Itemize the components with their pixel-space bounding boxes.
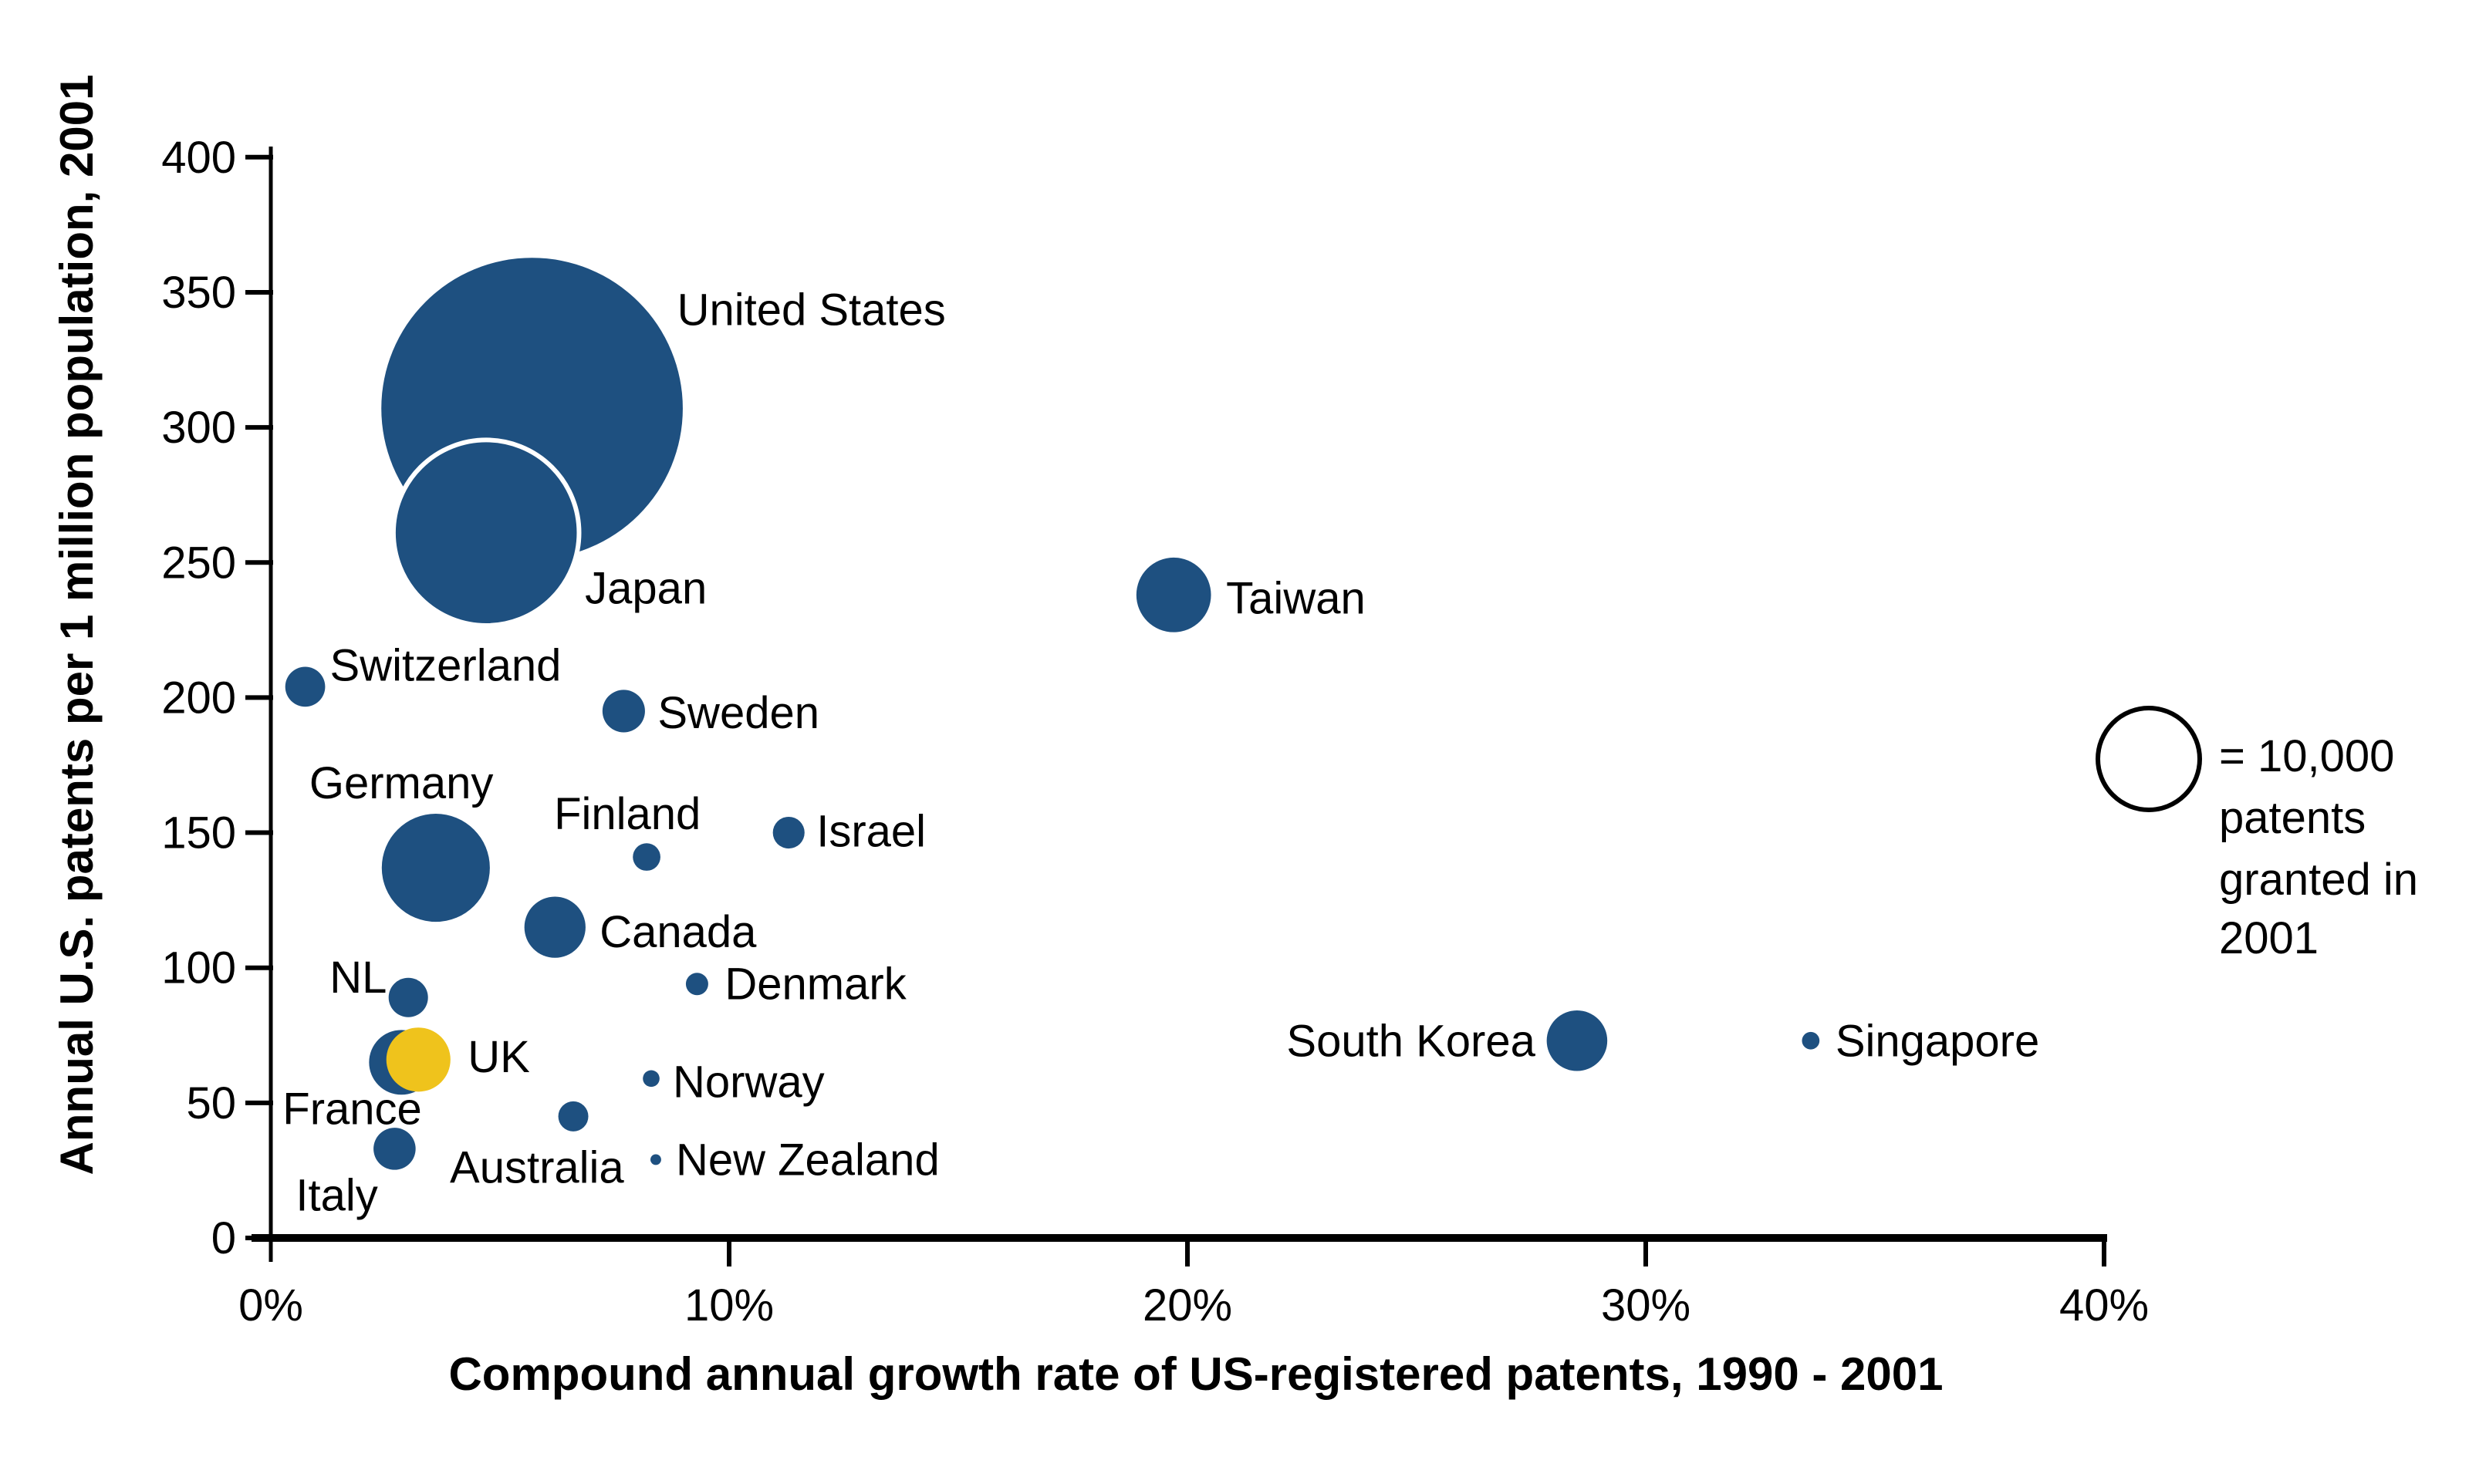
bubble-label-uk: UK — [468, 1032, 530, 1082]
bubble-label-united-states: United States — [677, 285, 946, 336]
size-legend-line-4: 2001 — [2219, 913, 2319, 963]
y-tick-label-350: 350 — [161, 268, 236, 318]
y-axis-title: Annual U.S. patents per 1 million popula… — [51, 75, 103, 1175]
plot-area: 0 50 100 150 200 250 300 350 400 0% 10% 20% 30% 40% Un… — [161, 133, 2149, 1331]
bubble-label-italy: Italy — [296, 1170, 377, 1220]
bubble-new-zealand — [650, 1154, 661, 1165]
bubble-label-new-zealand: New Zealand — [676, 1135, 940, 1185]
size-legend-line-2: patents — [2219, 793, 2366, 843]
bubble-label-japan: Japan — [585, 564, 707, 614]
bubble-nl — [388, 977, 428, 1017]
size-legend-line-1: = 10,000 — [2219, 731, 2394, 781]
y-tick-label-50: 50 — [186, 1078, 236, 1128]
y-tick-label-150: 150 — [161, 808, 236, 858]
bubble-label-canada: Canada — [600, 907, 757, 957]
bubble-label-australia: Australia — [450, 1142, 624, 1192]
x-tick-label-40: 40% — [2059, 1280, 2149, 1331]
x-tick-label-10: 10% — [684, 1280, 774, 1331]
bubble-canada — [524, 896, 586, 958]
bubble-sweden — [602, 690, 645, 733]
bubble-israel — [772, 816, 805, 849]
bubble-australia — [558, 1101, 589, 1132]
bubble-italy — [373, 1128, 416, 1170]
bubble-label-germany: Germany — [309, 758, 494, 808]
y-tick-label-200: 200 — [161, 673, 236, 723]
y-tick-label-300: 300 — [161, 403, 236, 453]
bubble-label-taiwan: Taiwan — [1226, 573, 1366, 623]
x-tick-label-30: 30% — [1601, 1280, 1690, 1331]
bubble-label-norway: Norway — [673, 1057, 825, 1107]
bubble-taiwan — [1136, 557, 1211, 632]
bubble-label-switzerland: Switzerland — [330, 640, 562, 690]
bubble-denmark — [685, 973, 708, 996]
bubble-switzerland — [285, 666, 326, 707]
size-legend-circle — [2096, 706, 2202, 812]
bubble-label-finland: Finland — [554, 789, 701, 839]
bubble-south-korea — [1546, 1010, 1608, 1071]
x-axis-title: Compound annual growth rate of US-regist… — [448, 1348, 1943, 1400]
bubble-japan — [390, 437, 582, 629]
x-tick-label-20: 20% — [1143, 1280, 1232, 1331]
bubble-label-israel: Israel — [816, 807, 926, 857]
bubble-label-sweden: Sweden — [657, 688, 819, 738]
bubble-germany — [381, 814, 490, 922]
bubble-label-singapore: Singapore — [1836, 1016, 2039, 1066]
y-tick-label-100: 100 — [161, 943, 236, 993]
bubble-norway — [643, 1070, 660, 1088]
bubble-singapore — [1802, 1031, 1820, 1050]
bubble-label-denmark: Denmark — [724, 960, 907, 1010]
y-tick-label-0: 0 — [211, 1213, 236, 1263]
size-legend-line-3: granted in — [2219, 855, 2418, 905]
bubble-label-france: France — [282, 1084, 422, 1134]
y-tick-label-400: 400 — [161, 133, 236, 183]
bubble-label-south-korea: South Korea — [1286, 1016, 1535, 1066]
bubble-finland — [633, 843, 660, 871]
bubble-uk — [386, 1027, 451, 1092]
bubble-label-nl: NL — [329, 953, 387, 1003]
x-tick-label-0: 0% — [238, 1280, 303, 1331]
size-legend: = 10,000 patents granted in 2001 — [2096, 706, 2418, 963]
y-tick-label-250: 250 — [161, 538, 236, 588]
